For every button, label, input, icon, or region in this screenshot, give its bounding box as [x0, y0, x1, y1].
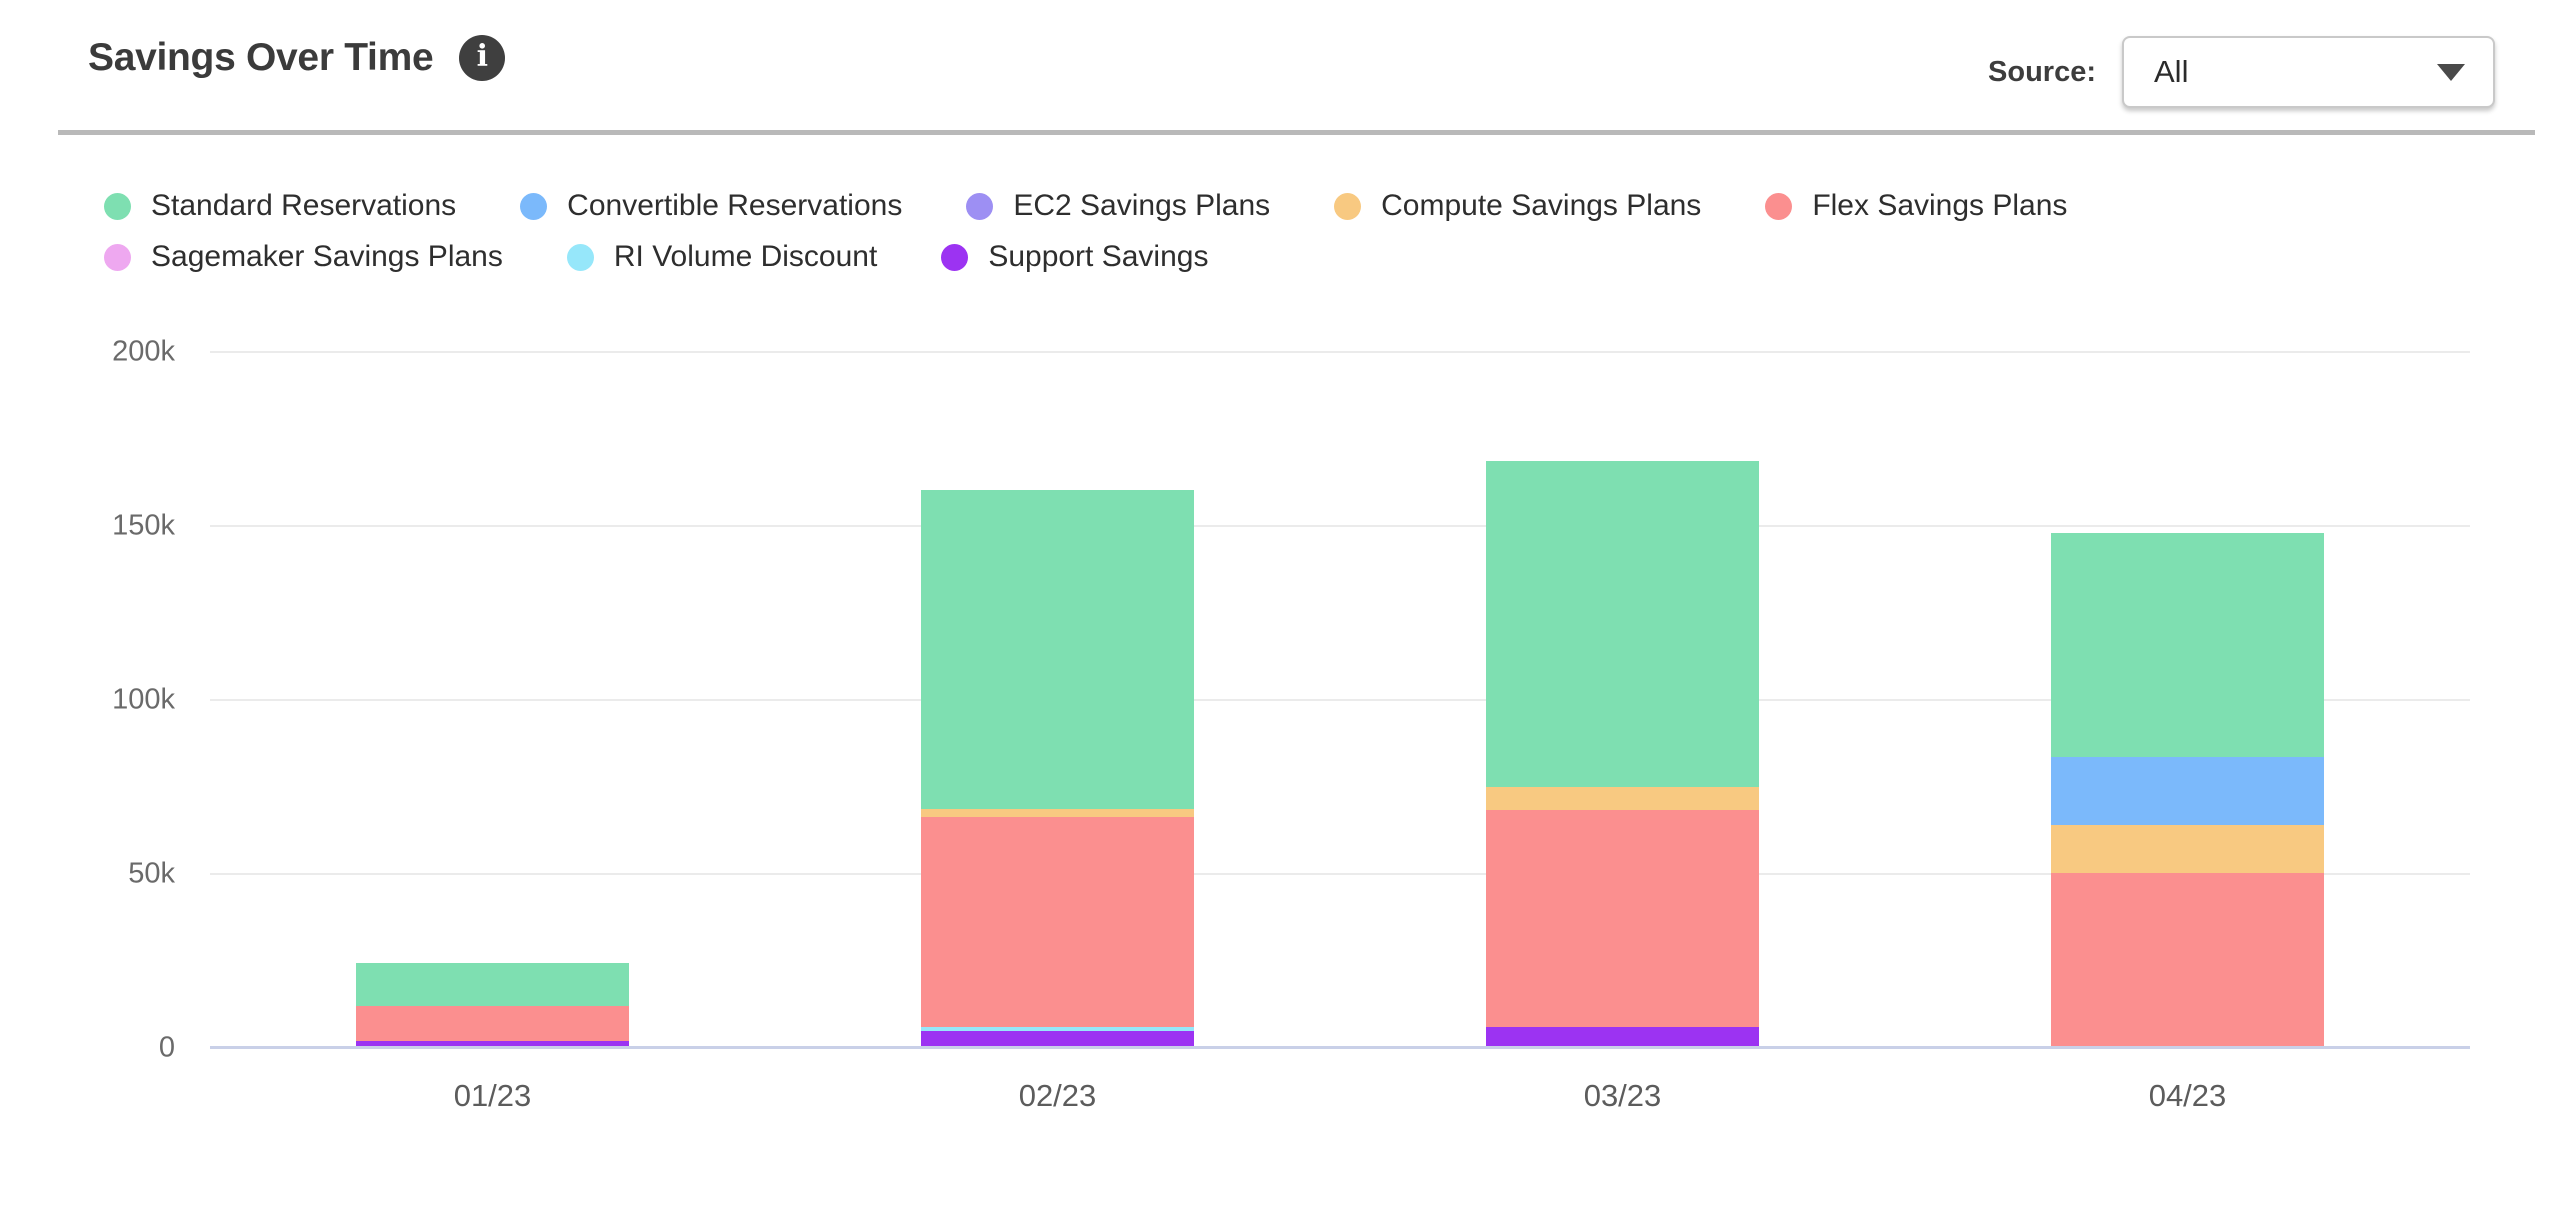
- legend-item-standard-reservations[interactable]: Standard Reservations: [104, 189, 456, 223]
- x-axis-label-02-23: 02/23: [1018, 1078, 1097, 1113]
- legend-item-flex-savings-plans[interactable]: Flex Savings Plans: [1765, 189, 2067, 223]
- header-divider: [58, 130, 2535, 135]
- legend-swatch-icon: [104, 192, 131, 220]
- info-icon[interactable]: i: [459, 35, 506, 81]
- bar-segment-02-23-support-savings[interactable]: [921, 1031, 1194, 1046]
- source-label: Source:: [1988, 55, 2096, 88]
- legend-row: Standard Reservations Convertible Reserva…: [104, 186, 2067, 226]
- legend-item-ec2-savings-plans[interactable]: EC2 Savings Plans: [966, 189, 1270, 223]
- legend-label: Support Savings: [988, 240, 1209, 273]
- bar-02-23[interactable]: [921, 489, 1194, 1046]
- source-control: Source: All: [1988, 36, 2495, 108]
- legend-label: Flex Savings Plans: [1812, 189, 2068, 222]
- bar-segment-02-23-standard-reservations[interactable]: [921, 489, 1194, 809]
- legend-label: Standard Reservations: [151, 189, 457, 222]
- chart-legend: Standard Reservations Convertible Reserva…: [104, 186, 2067, 277]
- legend-label: Convertible Reservations: [567, 189, 903, 222]
- x-axis-label-01-23: 01/23: [453, 1078, 532, 1113]
- legend-swatch-icon: [966, 192, 994, 220]
- gridline-50k: [210, 873, 2470, 875]
- gridline-200k: [210, 351, 2470, 353]
- x-axis-line: [210, 1046, 2470, 1049]
- source-dropdown-value: All: [2154, 54, 2189, 89]
- legend-swatch-icon: [941, 243, 969, 271]
- bar-01-23[interactable]: [356, 962, 629, 1046]
- bar-segment-04-23-standard-reservations[interactable]: [2051, 533, 2324, 758]
- bar-segment-01-23-standard-reservations[interactable]: [356, 962, 629, 1006]
- legend-item-sagemaker-savings-plans[interactable]: Sagemaker Savings Plans: [104, 240, 503, 274]
- page-title: Savings Over Time: [88, 36, 434, 79]
- y-axis-label-200k: 200k: [112, 335, 175, 368]
- gridline-100k: [210, 699, 2470, 701]
- legend-label: Compute Savings Plans: [1381, 189, 1702, 222]
- x-axis-label-03-23: 03/23: [1583, 1078, 1662, 1113]
- chart-header: Savings Over Time i: [88, 28, 506, 88]
- legend-item-support-savings[interactable]: Support Savings: [941, 240, 1208, 274]
- gridline-150k: [210, 525, 2470, 527]
- source-dropdown[interactable]: All: [2122, 36, 2495, 108]
- legend-item-ri-volume-discount[interactable]: RI Volume Discount: [566, 240, 878, 274]
- stacked-bar-chart: 0 50k 100k 150k 200k 01/23 02/23 03/23 04/23: [112, 336, 2470, 1113]
- bar-segment-04-23-flex-savings-plans[interactable]: [2051, 873, 2324, 1046]
- y-axis-label-100k: 100k: [112, 683, 175, 716]
- x-axis-label-04-23: 04/23: [2148, 1078, 2227, 1113]
- legend-item-convertible-reservations[interactable]: Convertible Reservations: [520, 189, 902, 223]
- bar-segment-02-23-ri-volume-discount[interactable]: [921, 1027, 1194, 1032]
- legend-label: Sagemaker Savings Plans: [151, 240, 503, 273]
- bar-segment-03-23-compute-savings-plans[interactable]: [1486, 787, 1759, 811]
- chevron-down-icon: [2437, 63, 2465, 81]
- bar-segment-04-23-compute-savings-plans[interactable]: [2051, 824, 2324, 874]
- y-axis-label-50k: 50k: [128, 857, 175, 890]
- bar-segment-01-23-flex-savings-plans[interactable]: [356, 1006, 629, 1042]
- bar-03-23[interactable]: [1486, 460, 1759, 1046]
- legend-row: Sagemaker Savings Plans RI Volume Discoun…: [104, 237, 2067, 277]
- y-axis-label-150k: 150k: [112, 509, 175, 542]
- legend-label: EC2 Savings Plans: [1013, 189, 1271, 222]
- legend-swatch-icon: [520, 192, 548, 220]
- legend-item-compute-savings-plans[interactable]: Compute Savings Plans: [1334, 189, 1701, 223]
- legend-swatch-icon: [566, 243, 594, 271]
- bar-segment-03-23-standard-reservations[interactable]: [1486, 460, 1759, 788]
- info-icon-glyph: i: [476, 39, 489, 74]
- legend-label: RI Volume Discount: [613, 240, 878, 273]
- bar-segment-02-23-flex-savings-plans[interactable]: [921, 817, 1194, 1028]
- bar-04-23[interactable]: [2051, 533, 2324, 1046]
- legend-swatch-icon: [104, 243, 131, 271]
- bar-segment-03-23-flex-savings-plans[interactable]: [1486, 810, 1759, 1028]
- y-axis-label-0: 0: [158, 1031, 175, 1064]
- bar-segment-02-23-compute-savings-plans[interactable]: [921, 808, 1194, 818]
- bar-segment-03-23-support-savings[interactable]: [1486, 1027, 1759, 1046]
- legend-swatch-icon: [1765, 192, 1793, 220]
- bar-segment-04-23-convertible-reservations[interactable]: [2051, 757, 2324, 825]
- legend-swatch-icon: [1334, 192, 1362, 220]
- bar-segment-01-23-support-savings[interactable]: [356, 1041, 629, 1046]
